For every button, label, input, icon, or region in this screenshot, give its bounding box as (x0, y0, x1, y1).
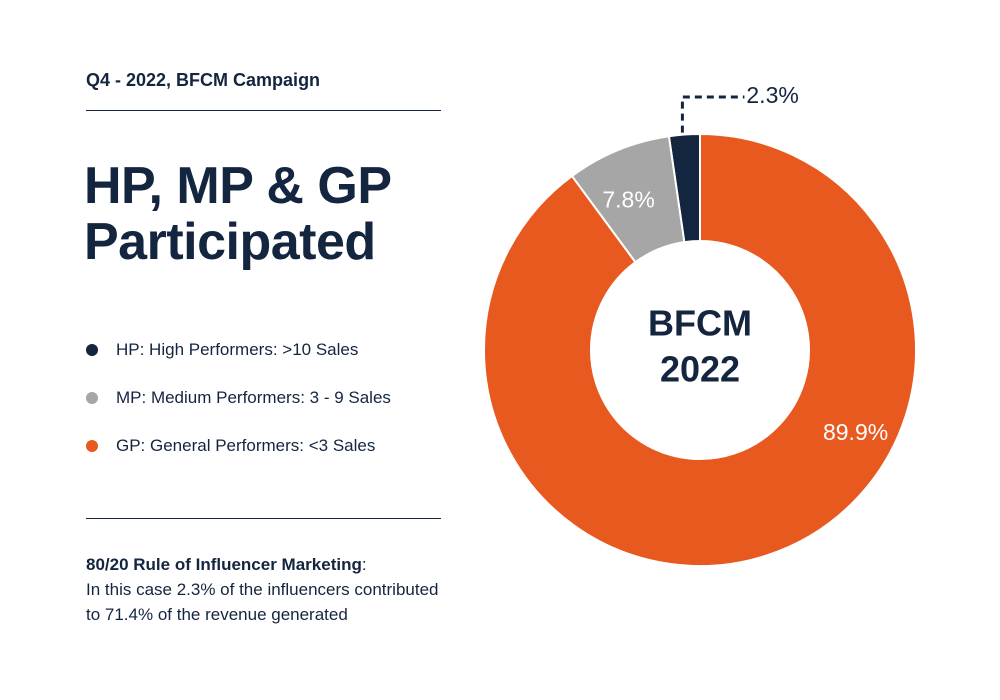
leader-line-hp (680, 95, 745, 133)
footnote-title-suffix: : (361, 555, 367, 574)
legend-label-gp: GP: General Performers: <3 Sales (116, 436, 376, 455)
title-line-1: HP, MP & GP (84, 157, 392, 215)
footnote-line-1: In this case 2.3% of the influencers con… (86, 580, 439, 599)
legend-item-hp: HP: High Performers: >10 Sales (86, 338, 391, 362)
chart-legend: HP: High Performers: >10 Sales MP: Mediu… (86, 338, 391, 482)
donut-chart: 89.9% 7.8% 2.3% BFCM 2022 (483, 82, 917, 567)
legend-item-gp: GP: General Performers: <3 Sales (86, 434, 391, 458)
center-label-line-2: 2022 (660, 349, 740, 390)
footnote-heading: 80/20 Rule of Influencer Marketing: (86, 552, 438, 577)
legend-label-mp: MP: Medium Performers: 3 - 9 Sales (116, 388, 391, 407)
slice-gp (483, 132, 917, 567)
data-label-gp: 89.9% (823, 419, 888, 445)
center-label-line-1: BFCM (648, 303, 752, 344)
footnote-line-2: to 71.4% of the revenue generated (86, 605, 348, 624)
data-label-hp: 2.3% (746, 82, 798, 108)
footnote-title: 80/20 Rule of Influencer Marketing (86, 555, 362, 574)
campaign-subtitle: Q4 - 2022, BFCM Campaign (86, 70, 321, 90)
data-label-mp: 7.8% (602, 187, 654, 213)
legend-dot-gp (86, 440, 98, 452)
title-line-2: Participated (84, 213, 376, 271)
top-divider (86, 110, 441, 111)
page-title: HP, MP & GP Participated (84, 158, 392, 270)
bottom-divider (86, 518, 441, 519)
legend-item-mp: MP: Medium Performers: 3 - 9 Sales (86, 386, 391, 410)
footnote: 80/20 Rule of Influencer Marketing: In t… (86, 552, 438, 627)
legend-label-hp: HP: High Performers: >10 Sales (116, 340, 359, 359)
legend-dot-hp (86, 344, 98, 356)
legend-dot-mp (86, 392, 98, 404)
